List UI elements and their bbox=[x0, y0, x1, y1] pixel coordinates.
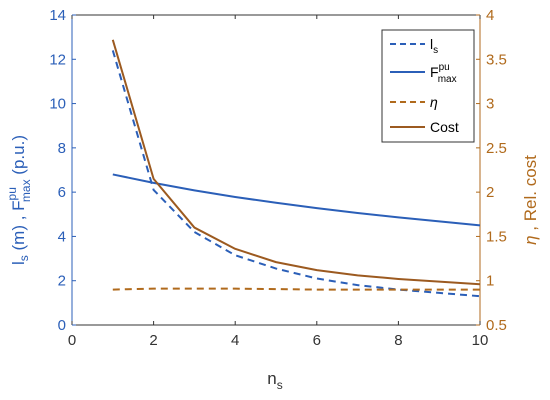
y-right-tick-label: 3.5 bbox=[486, 51, 507, 68]
legend-item-fmax: Fpu max bbox=[390, 62, 457, 85]
y-axis-left-title: ls (m) , Fpumax (p.u.) bbox=[5, 135, 33, 265]
svg-text:Fpumax: Fpu max bbox=[430, 62, 457, 85]
legend: ls Fpu max η Cost bbox=[381, 29, 475, 143]
series-line-l-s bbox=[111, 50, 481, 298]
x-tick-label: 4 bbox=[231, 332, 239, 349]
series-layer bbox=[111, 39, 481, 298]
series-line-f-max-pu bbox=[112, 173, 481, 227]
y-left-tick-label: 0 bbox=[58, 317, 66, 334]
legend-item-cost: Cost bbox=[390, 119, 459, 135]
series-line-eta bbox=[112, 287, 480, 291]
y-right-tick-label: 0.5 bbox=[486, 317, 507, 334]
legend-label-cost: Cost bbox=[430, 119, 459, 135]
y-left-tick-label: 4 bbox=[58, 228, 66, 245]
legend-label-eta: η bbox=[430, 94, 438, 110]
y-right-tick-label: 4 bbox=[486, 7, 494, 24]
x-tick-label: 0 bbox=[68, 332, 76, 349]
y-right-tick-label: 2.5 bbox=[486, 140, 507, 157]
legend-label-ls: l bbox=[430, 36, 433, 52]
y-left-tick-label: 6 bbox=[58, 184, 66, 201]
x-tick-label: 6 bbox=[313, 332, 321, 349]
y-left-tick-label: 12 bbox=[49, 51, 66, 68]
x-tick-label: 10 bbox=[472, 332, 489, 349]
x-tick-label: 2 bbox=[149, 332, 157, 349]
y-left-tick-label: 10 bbox=[49, 96, 66, 113]
svg-text:ls: ls bbox=[430, 36, 438, 56]
y-right-tick-label: 3 bbox=[486, 96, 494, 113]
legend-item-ls: ls bbox=[390, 36, 438, 56]
series-line-cost bbox=[111, 39, 481, 286]
x-tick-label: 8 bbox=[394, 332, 402, 349]
x-axis-title: ns bbox=[267, 369, 282, 392]
y-axis-right-title: η , Rel. cost bbox=[521, 155, 540, 245]
y-right-tick-label: 1 bbox=[486, 273, 494, 290]
y-left-tick-label: 8 bbox=[58, 140, 66, 157]
y-right-tick-label: 2 bbox=[486, 184, 494, 201]
legend-label-fmax: F bbox=[430, 64, 439, 80]
legend-item-eta: η bbox=[390, 94, 438, 110]
y-left-tick-label: 2 bbox=[58, 273, 66, 290]
y-right-tick-label: 1.5 bbox=[486, 228, 507, 245]
y-left-tick-label: 14 bbox=[49, 7, 66, 24]
